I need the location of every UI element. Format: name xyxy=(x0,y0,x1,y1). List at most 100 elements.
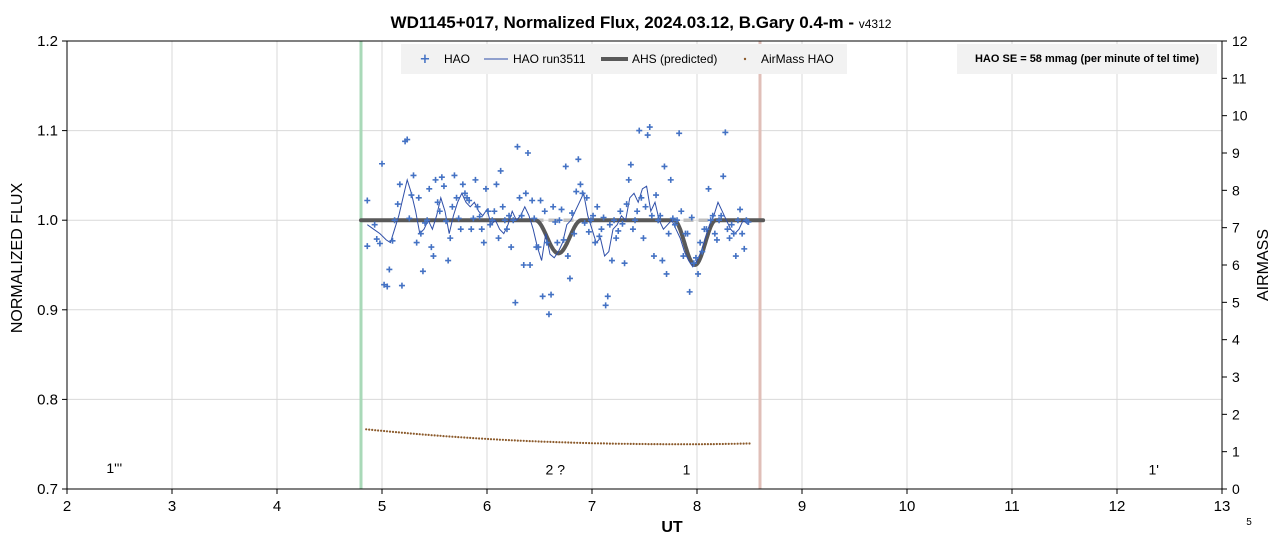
hao-point xyxy=(692,254,699,261)
hao-point xyxy=(543,239,550,246)
y2-tick-label: 1 xyxy=(1232,444,1240,460)
hao-point xyxy=(424,217,431,224)
hao-point xyxy=(583,194,590,201)
airmass-point xyxy=(730,442,733,445)
hao-point xyxy=(587,217,594,224)
y2-tick-label: 6 xyxy=(1232,257,1240,273)
hao-point xyxy=(522,190,529,197)
airmass-point xyxy=(460,436,463,439)
hao-point xyxy=(632,217,639,224)
airmass-point xyxy=(513,439,516,442)
hao-point xyxy=(404,136,411,143)
hao-point xyxy=(531,215,538,222)
hao-point xyxy=(493,181,500,188)
hao-point xyxy=(665,230,672,237)
hao-point xyxy=(485,208,492,215)
airmass-point xyxy=(549,440,552,443)
airmass-point xyxy=(697,443,701,446)
y-tick-label: 1.2 xyxy=(37,33,58,50)
corner-label: 5 xyxy=(1246,517,1252,528)
hao-point xyxy=(413,239,420,246)
hao-point xyxy=(468,226,475,233)
airmass-point xyxy=(472,437,475,440)
airmass-point xyxy=(564,441,567,444)
hao-point xyxy=(680,253,687,260)
chart-title: WD1145+017, Normalized Flux, 2024.03.12,… xyxy=(391,13,859,32)
airmass-point xyxy=(576,441,579,444)
airmass-point xyxy=(680,443,683,446)
hao-point xyxy=(720,173,727,180)
hao-point xyxy=(617,208,624,215)
hao-point xyxy=(524,150,531,156)
se-note-box xyxy=(957,44,1217,74)
hao-point xyxy=(741,245,748,252)
airmass-point xyxy=(611,442,614,445)
hao-point xyxy=(487,221,494,228)
chart-version: v4312 xyxy=(859,17,892,31)
airmass-point xyxy=(383,429,386,433)
hao-point xyxy=(590,212,597,219)
hao-point xyxy=(661,163,668,170)
hao-point xyxy=(389,237,396,244)
hao-point xyxy=(384,283,391,290)
hao-point xyxy=(516,194,523,201)
hao-point xyxy=(535,244,542,251)
hao-point xyxy=(434,199,441,206)
hao-point xyxy=(644,132,651,139)
x-tick-label: 5 xyxy=(378,498,386,515)
hao-point xyxy=(676,130,683,137)
airmass-point xyxy=(638,442,641,446)
airmass-point xyxy=(662,443,665,446)
y-axis-label: NORMALIZED FLUX xyxy=(9,183,26,334)
airmass-point xyxy=(665,443,668,446)
airmass-point xyxy=(724,442,727,445)
hao-point xyxy=(503,226,510,233)
hao-point xyxy=(711,230,718,237)
y2-tick-label: 4 xyxy=(1232,332,1240,348)
airmass-point xyxy=(385,430,389,433)
y2-tick-label: 3 xyxy=(1232,369,1240,385)
airmass-point xyxy=(380,429,383,432)
hao-point xyxy=(436,208,443,215)
airmass-point xyxy=(647,443,650,446)
airmass-point xyxy=(371,428,374,431)
airmass-point xyxy=(469,436,472,439)
airmass-point xyxy=(709,443,713,446)
hao-point xyxy=(613,235,620,242)
airmass-point xyxy=(415,432,418,436)
hao-point xyxy=(474,203,481,210)
airmass-point xyxy=(700,443,704,446)
airmass-point xyxy=(391,430,395,433)
airmass-point xyxy=(712,443,715,446)
hao-point xyxy=(459,181,466,188)
y2-tick-label: 7 xyxy=(1232,220,1240,236)
hao-point xyxy=(415,194,422,201)
airmass-point xyxy=(439,434,442,437)
airmass-point xyxy=(715,442,718,446)
airmass-point xyxy=(629,442,632,445)
airmass-point xyxy=(436,434,439,437)
airmass-point xyxy=(623,442,626,445)
airmass-point xyxy=(442,435,445,438)
hao-point xyxy=(560,236,567,243)
airmass-point xyxy=(525,439,528,443)
hao-point xyxy=(562,163,569,170)
hao-point xyxy=(371,221,378,228)
airmass-point xyxy=(718,442,721,446)
airmass-point xyxy=(403,431,406,434)
airmass-point xyxy=(501,438,504,441)
airmass-point xyxy=(445,435,448,438)
hao-point xyxy=(659,257,666,264)
hao-point xyxy=(510,217,517,224)
hao-point xyxy=(678,208,685,215)
hao-point xyxy=(386,266,393,273)
hao-point xyxy=(410,172,417,179)
hao-point xyxy=(619,220,626,227)
legend-plus-icon: + xyxy=(420,52,431,67)
hao-point xyxy=(520,262,527,268)
run3511-line xyxy=(367,178,749,268)
airmass-point xyxy=(424,433,427,436)
airmass-point xyxy=(608,442,612,445)
airmass-point xyxy=(377,429,380,432)
